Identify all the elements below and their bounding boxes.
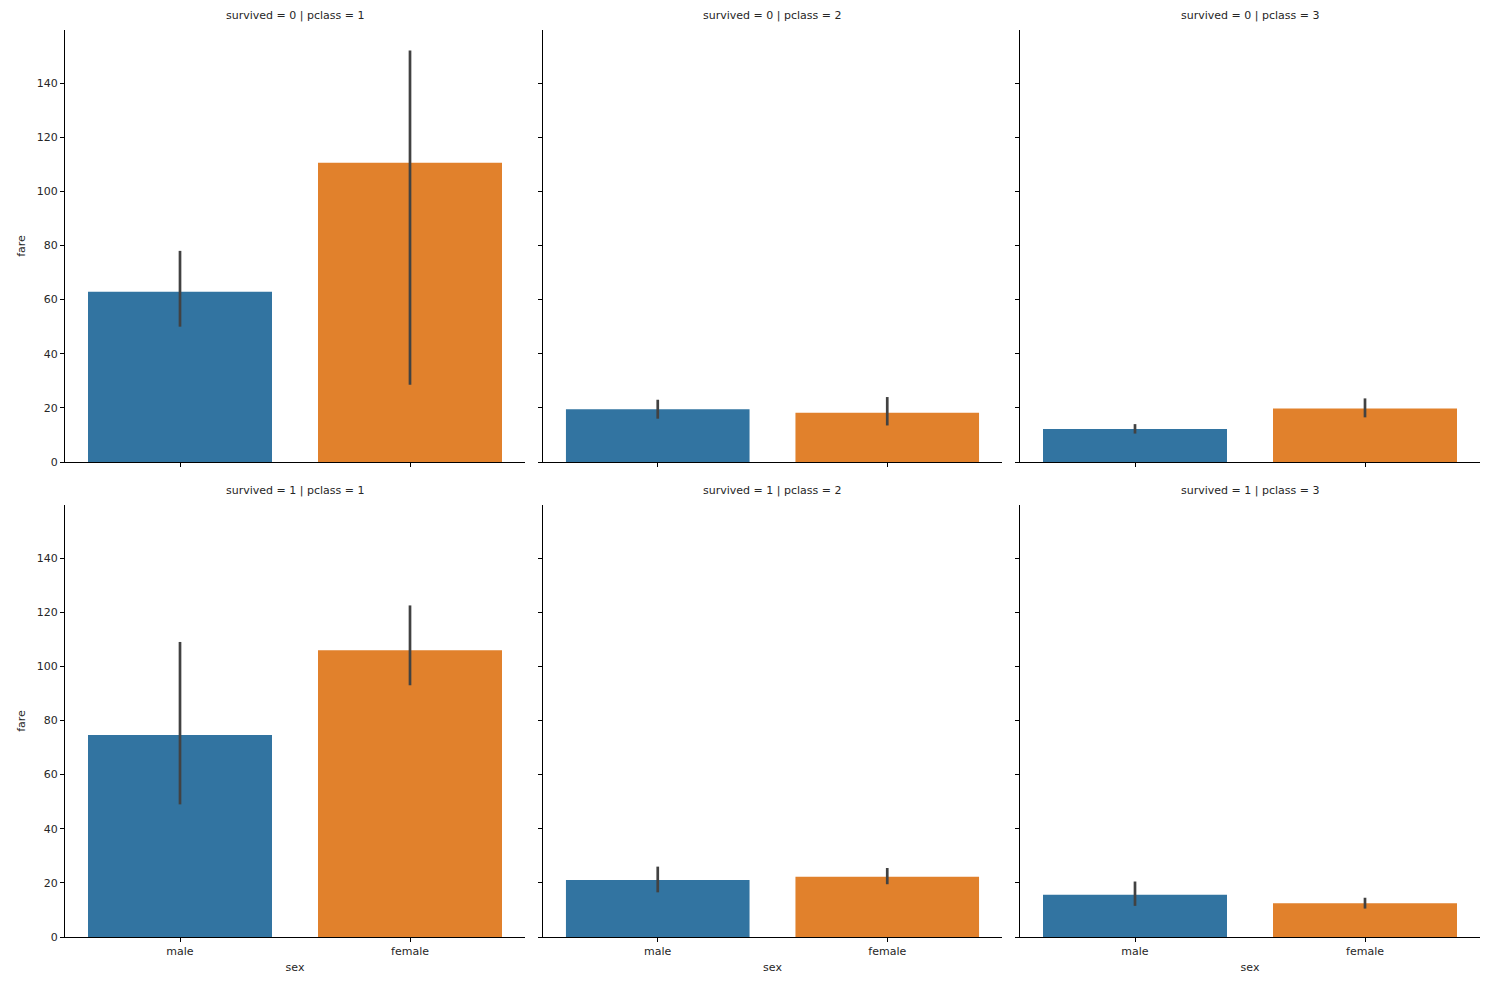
svg-text:male: male [166, 945, 194, 958]
svg-text:fare: fare [15, 235, 28, 257]
svg-text:survived = 0 | pclass = 3: survived = 0 | pclass = 3 [1181, 9, 1319, 22]
svg-text:survived = 0 | pclass = 2: survived = 0 | pclass = 2 [703, 9, 841, 22]
svg-text:sex: sex [286, 961, 305, 974]
svg-text:female: female [1346, 945, 1384, 958]
svg-text:20: 20 [44, 402, 58, 415]
svg-text:sex: sex [1241, 961, 1260, 974]
svg-text:male: male [644, 945, 672, 958]
svg-text:survived = 1 | pclass = 1: survived = 1 | pclass = 1 [226, 484, 364, 497]
svg-text:140: 140 [37, 77, 58, 90]
svg-text:100: 100 [37, 660, 58, 673]
svg-text:survived = 0 | pclass = 1: survived = 0 | pclass = 1 [226, 9, 364, 22]
svg-text:female: female [391, 945, 429, 958]
svg-text:80: 80 [44, 714, 58, 727]
svg-text:0: 0 [51, 456, 58, 469]
svg-text:20: 20 [44, 877, 58, 890]
svg-text:60: 60 [44, 293, 58, 306]
svg-text:sex: sex [763, 961, 782, 974]
svg-text:120: 120 [37, 606, 58, 619]
svg-text:120: 120 [37, 131, 58, 144]
svg-text:60: 60 [44, 768, 58, 781]
svg-text:140: 140 [37, 552, 58, 565]
svg-text:female: female [868, 945, 906, 958]
svg-text:40: 40 [44, 348, 58, 361]
svg-text:100: 100 [37, 185, 58, 198]
svg-text:survived = 1 | pclass = 3: survived = 1 | pclass = 3 [1181, 484, 1319, 497]
svg-text:male: male [1121, 945, 1149, 958]
svg-text:80: 80 [44, 239, 58, 252]
svg-text:40: 40 [44, 823, 58, 836]
svg-text:survived = 1 | pclass = 2: survived = 1 | pclass = 2 [703, 484, 841, 497]
svg-text:0: 0 [51, 931, 58, 944]
svg-text:fare: fare [15, 710, 28, 732]
